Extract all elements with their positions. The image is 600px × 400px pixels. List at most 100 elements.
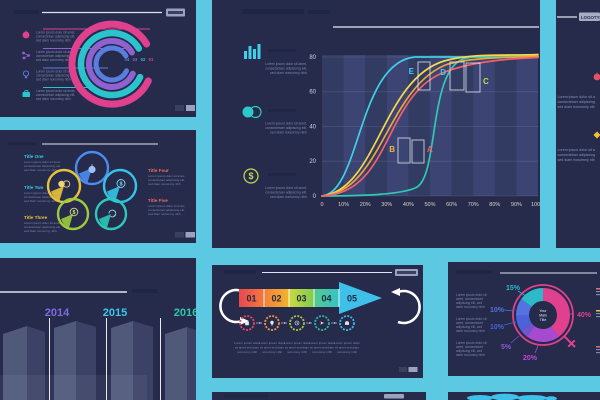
label-20pct: 20%	[523, 355, 538, 362]
svg-text:consectetuer adipiscing elit,: consectetuer adipiscing elit,	[36, 35, 75, 39]
clock-icon	[294, 320, 300, 326]
svg-text:Lorem ipsum dolor sit amet,: Lorem ipsum dolor sit amet,	[36, 70, 75, 74]
svg-text:$: $	[119, 182, 123, 188]
slide-sliver-bottom-center[interactable]	[212, 392, 426, 400]
icon-ring-4	[314, 315, 330, 331]
svg-text:40: 40	[309, 125, 316, 131]
apple-icon	[22, 30, 30, 39]
lightbulb-icon	[22, 70, 30, 79]
logotype-box: LOGOTYPE	[579, 12, 600, 21]
paint-splash-title	[467, 393, 557, 400]
svg-text:Lorem ipsum dolor sit amet,: Lorem ipsum dolor sit amet,	[24, 160, 61, 164]
slide-radial-arcs[interactable]: Lorem ipsum dolor sit amet, consectetuer…	[0, 0, 196, 117]
cycle-circle-bottom-left: $	[56, 197, 90, 231]
svg-text:nonummy nibh: nonummy nibh	[237, 350, 258, 354]
svg-text:sed diam nonummy nibh: sed diam nonummy nibh	[24, 229, 57, 233]
svg-text:0: 0	[313, 194, 317, 200]
slide-title-placeholder	[224, 394, 268, 398]
svg-text:sit amet sed diam: sit amet sed diam	[285, 346, 310, 350]
svg-text:adipiscing elit, sed: adipiscing elit, sed	[456, 301, 482, 305]
slide-title-placeholder	[8, 142, 36, 146]
curve-label-a: A	[427, 145, 433, 154]
svg-text:diam nonummy nibh: diam nonummy nibh	[456, 305, 485, 309]
arc-label: 04	[125, 57, 130, 62]
svg-text:sed diam nonummy nibh: sed diam nonummy nibh	[148, 182, 181, 186]
svg-text:consectetuer adipiscing elit,: consectetuer adipiscing elit,	[24, 225, 61, 229]
svg-text:sit amet sed diam: sit amet sed diam	[260, 346, 285, 350]
donut-seg-10a	[516, 288, 570, 342]
svg-text:60: 60	[309, 90, 316, 96]
slide-scurve-chart[interactable]: Lorem ipsum dolor sit amet, consectetuer…	[212, 0, 540, 248]
svg-text:consectetuer adipiscing elit,: consectetuer adipiscing elit,	[36, 74, 75, 78]
step-captions: Lorem ipsum dolor sit amet sed diam nonu…	[234, 341, 360, 354]
slide-title-placeholder	[13, 10, 39, 14]
female-symbol-icon	[512, 284, 576, 348]
svg-text:consectetuer adipiscing elit,: consectetuer adipiscing elit,	[36, 54, 75, 58]
cycle-circle-right: $	[102, 168, 138, 204]
s-curves	[321, 53, 539, 197]
svg-text:Lorem ipsum dolor sit amet,: Lorem ipsum dolor sit amet,	[36, 89, 75, 93]
apple-icon	[88, 164, 96, 174]
svg-text:20: 20	[309, 159, 316, 165]
column-separators	[49, 318, 161, 400]
slide-title-placeholder	[456, 270, 492, 274]
slide-right-clipped[interactable]: LOGOTYPE Lorem ipsum dolor sit a consect…	[556, 0, 600, 248]
svg-text:Lorem ipsum dolor: Lorem ipsum dolor	[234, 341, 260, 345]
cycle-title-one: Title One	[24, 154, 44, 159]
loop-arrow-right-icon	[391, 288, 421, 325]
svg-text:$: $	[248, 171, 253, 181]
legend-heading-placeholder	[268, 49, 296, 52]
icon-ring-5	[339, 315, 355, 331]
curve-label-d: D	[440, 68, 446, 77]
svg-text:60%: 60%	[446, 202, 457, 208]
slide-donut-chart[interactable]: Lorem ipsum dolor sit amet, consectetuer…	[448, 262, 600, 376]
donut-center-title: Your Main Title	[539, 309, 547, 322]
svg-text:Lorem ipsum dolor: Lorem ipsum dolor	[309, 341, 335, 345]
legend-heading-placeholder	[268, 109, 296, 112]
step-segment-4	[314, 289, 339, 307]
slide-year-columns[interactable]: 2014 2015 2016	[0, 258, 196, 400]
svg-text:sed diam nonummy nibh: sed diam nonummy nibh	[36, 39, 71, 43]
svg-text:diam nonummy nibh: diam nonummy nibh	[456, 353, 485, 357]
briefcase-icon	[345, 321, 349, 325]
svg-text:Lorem ipsum dolor sit a: Lorem ipsum dolor sit a	[558, 95, 595, 99]
curve-teal	[321, 55, 539, 197]
svg-text:sed diam nonummy nibh: sed diam nonummy nibh	[36, 58, 71, 62]
slide-process-arrow[interactable]: 01 02 03 04 05	[212, 265, 423, 378]
svg-text:sed diam nonummy nibh: sed diam nonummy nibh	[24, 199, 57, 203]
chart-legend: Lorem ipsum dolor sit amet, consectetuer…	[242, 44, 307, 199]
x-axis-labels: 0 10% 20% 30% 40% 50% 60% 70% 80% 90% 10…	[320, 202, 540, 208]
slide-cycle-diagram[interactable]: Title One Lorem ipsum dolor sit amet, co…	[0, 130, 196, 243]
svg-text:nonummy nibh: nonummy nibh	[287, 350, 308, 354]
arc-teal	[77, 29, 144, 99]
step-segment-1	[239, 289, 264, 307]
overlay-highlight	[0, 375, 147, 400]
svg-text:05: 05	[347, 294, 357, 304]
venn-circles-icon	[58, 180, 71, 188]
label-15pct: 15%	[506, 285, 521, 292]
icon-ring-2	[264, 315, 280, 331]
icon-ring-3	[289, 315, 305, 331]
bar-chart-icon	[244, 44, 261, 59]
arc-pink	[68, 20, 152, 108]
column-slabs	[3, 321, 196, 400]
slide-sliver-bottom-right[interactable]	[448, 392, 600, 400]
lightbulb-icon	[270, 320, 274, 326]
radial-arc-chart	[68, 20, 152, 108]
shopping-bag-icon	[245, 320, 249, 326]
cycle-circle-top	[74, 150, 110, 186]
logotype-box	[395, 269, 418, 276]
svg-text:100%: 100%	[531, 202, 540, 208]
svg-text:Lorem ipsum dolor sit amet,: Lorem ipsum dolor sit amet,	[36, 50, 75, 54]
cycle-title-four: Title Four	[148, 168, 169, 173]
donut-seg-5	[516, 288, 570, 342]
cycle-title-five: Title Five	[148, 198, 168, 203]
svg-text:amet, consectetuer: amet, consectetuer	[456, 345, 484, 349]
curve-cyan	[321, 56, 539, 197]
svg-text:Lorem ipsum dolor sit amet,: Lorem ipsum dolor sit amet,	[265, 122, 307, 126]
svg-text:Lorem ipsum dolor: Lorem ipsum dolor	[284, 341, 310, 345]
curve-label-e: E	[409, 67, 415, 76]
svg-text:Lorem ipsum dolor sit: Lorem ipsum dolor sit	[456, 341, 487, 345]
svg-text:nonummy nibh: nonummy nibh	[262, 350, 283, 354]
money-bag-icon: $	[69, 207, 79, 217]
